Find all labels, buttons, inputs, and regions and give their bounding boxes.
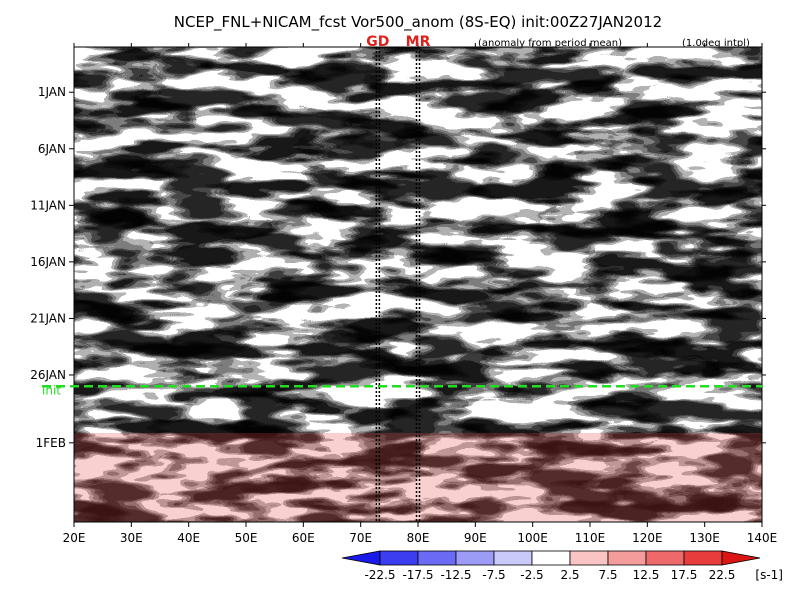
colorbar-level: -12.5 [440, 568, 471, 582]
colorbar-segment [417, 550, 457, 566]
vorticity-field [74, 47, 762, 522]
colorbar-segment [721, 550, 761, 566]
y-tick-label: 11JAN [30, 198, 66, 212]
x-tick-label: 50E [235, 531, 258, 545]
y-tick-label: 16JAN [30, 255, 66, 269]
colorbar-segment [341, 550, 381, 566]
y-tick-label: 1FEB [36, 436, 66, 450]
x-tick-label: 140E [747, 531, 778, 545]
colorbar-unit: [s-1] [755, 568, 783, 582]
chart-title: NCEP_FNL+NICAM_fcst Vor500_anom (8S-EQ) … [174, 13, 662, 32]
colorbar-segment [455, 550, 495, 566]
colorbar-segment [379, 550, 419, 566]
colorbar-segment [569, 550, 609, 566]
init-line-group: init [42, 383, 762, 397]
x-tick-label: 130E [689, 531, 720, 545]
x-axis: 20E 30E 40E 50E 60E 70E 80E 90E 100E 110E 120E 130E… [63, 43, 778, 545]
colorbar-segment [531, 550, 571, 566]
x-tick-label: 90E [464, 531, 487, 545]
colorbar-level: 22.5 [709, 568, 736, 582]
colorbar: -22.5 -17.5 -12.5 -7.5 -2.5 2.5 7.5 12.5 17.5 22.… [341, 550, 783, 582]
colorbar-segment [683, 550, 723, 566]
y-axis: 1JAN 6JAN 11JAN 16JAN 21JAN 26JAN 1FEB [30, 85, 766, 450]
marker-label: MR [406, 34, 431, 50]
longitude-markers: GD MR [366, 34, 431, 522]
marker-label: GD [366, 34, 389, 50]
y-tick-label: 26JAN [30, 368, 66, 382]
colorbar-level: -2.5 [520, 568, 543, 582]
colorbar-level: -22.5 [364, 568, 395, 582]
colorbar-segment [607, 550, 647, 566]
x-tick-label: 40E [177, 531, 200, 545]
colorbar-segment [493, 550, 533, 566]
y-tick-label: 1JAN [38, 85, 66, 99]
colorbar-level: 7.5 [598, 568, 617, 582]
y-tick-label: 21JAN [30, 311, 66, 325]
x-tick-label: 120E [632, 531, 663, 545]
x-tick-label: 100E [517, 531, 548, 545]
colorbar-level: 17.5 [671, 568, 698, 582]
colorbar-level: 12.5 [633, 568, 660, 582]
y-tick-label: 6JAN [38, 142, 66, 156]
x-tick-label: 70E [349, 531, 372, 545]
x-tick-label: 80E [407, 531, 430, 545]
chart-subtitle-right: (1.0deg intpl) [682, 38, 750, 49]
colorbar-level: -17.5 [402, 568, 433, 582]
init-label: init [42, 383, 61, 397]
x-tick-label: 20E [63, 531, 86, 545]
x-tick-label: 30E [120, 531, 143, 545]
colorbar-segment [645, 550, 685, 566]
x-tick-label: 60E [292, 531, 315, 545]
colorbar-level: 2.5 [560, 568, 579, 582]
colorbar-level: -7.5 [482, 568, 505, 582]
chart-subtitle-left: (anomaly from period mean) [478, 38, 622, 49]
x-tick-label: 110E [575, 531, 606, 545]
